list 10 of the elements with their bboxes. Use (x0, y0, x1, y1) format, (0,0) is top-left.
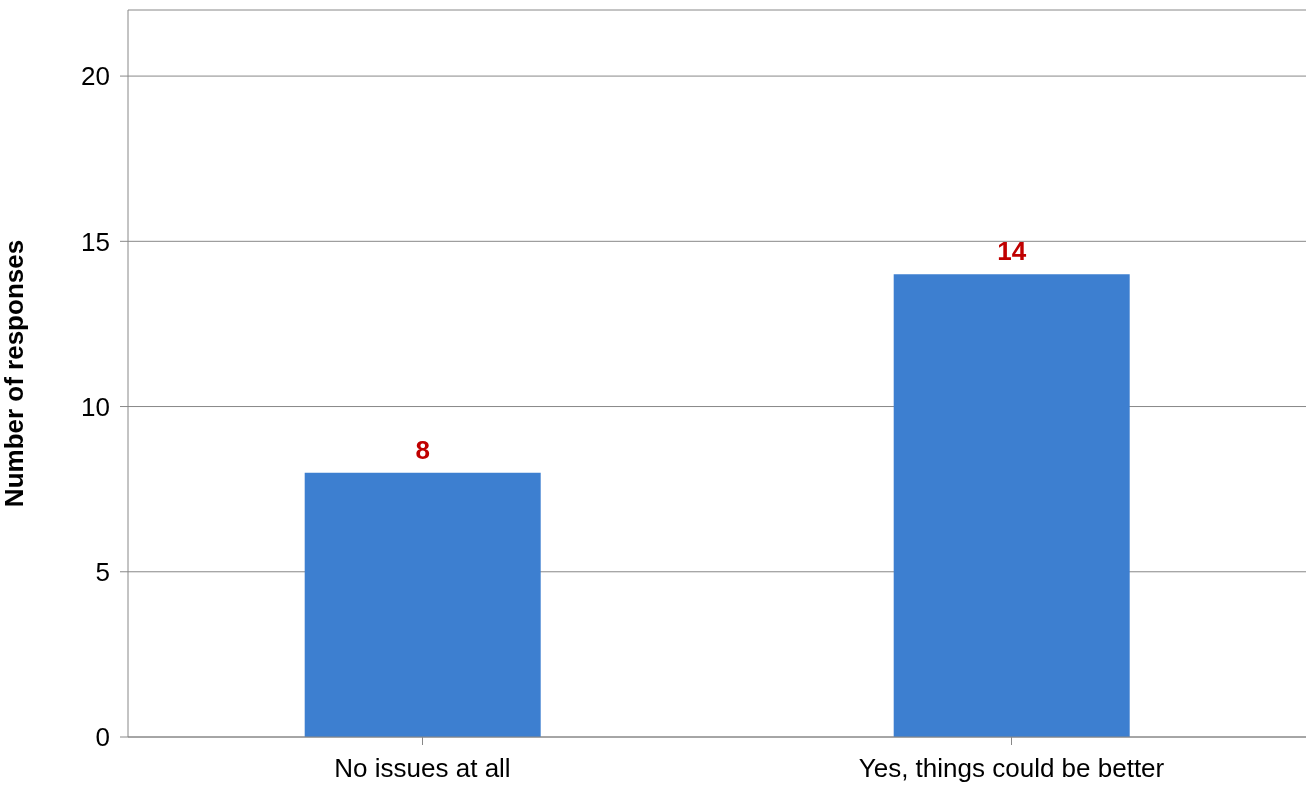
data-label: 14 (997, 236, 1027, 267)
y-tick-label: 5 (95, 557, 110, 587)
y-axis-title: Number of responses (0, 239, 30, 508)
y-tick-label: 10 (81, 391, 110, 422)
x-tick-label: Yes, things could be better (858, 753, 1165, 784)
data-label: 8 (415, 434, 430, 465)
y-tick-label: 15 (81, 226, 110, 257)
y-tick-label: 0 (95, 722, 110, 753)
x-tick-label: No issues at all (334, 753, 511, 784)
y-tick-label: 20 (81, 61, 110, 92)
